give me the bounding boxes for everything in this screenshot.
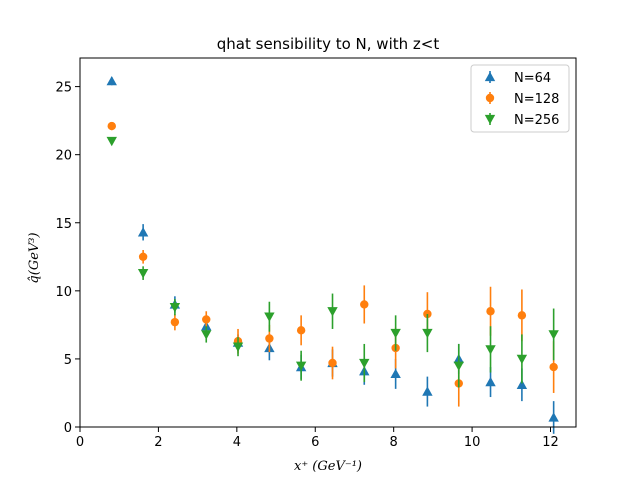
data-point (516, 379, 528, 389)
data-point (296, 326, 306, 335)
plot-frame (79, 57, 577, 428)
x-axis: 0 2 4 6 8 10 12 (76, 427, 559, 450)
legend-label: N=64 (514, 71, 551, 86)
data-point (548, 412, 559, 422)
y-tick-label: 10 (55, 285, 72, 300)
data-point (485, 376, 496, 387)
data-point (137, 268, 149, 279)
data-point (453, 361, 464, 371)
data-point (390, 368, 401, 379)
data-point (264, 312, 275, 322)
data-point (106, 136, 117, 147)
data-point (549, 362, 558, 372)
plot-area (106, 75, 559, 434)
x-axis-label: x⁺ (GeV⁻¹) (294, 459, 362, 474)
data-point (232, 342, 244, 352)
data-point (422, 386, 433, 396)
data-point (486, 307, 495, 316)
data-point (327, 307, 338, 317)
x-tick-label: 0 (76, 435, 84, 450)
data-point (328, 358, 337, 368)
series-n-256 (106, 136, 559, 388)
legend: N=64 N=128 N=256 (470, 64, 570, 133)
x-tick-label: 2 (154, 435, 162, 450)
data-point (107, 121, 116, 131)
data-point (516, 354, 528, 365)
chart-title: qhat sensibility to N, with z<t (217, 35, 440, 53)
data-point (360, 300, 369, 309)
legend-label: N=256 (514, 113, 559, 128)
y-tick-label: 25 (55, 81, 72, 96)
data-point (517, 311, 527, 320)
x-tick-label: 12 (542, 435, 559, 450)
data-point (137, 227, 149, 237)
legend-marker (484, 71, 496, 82)
data-point (106, 75, 117, 86)
y-axis: 0 5 10 15 20 25 (55, 81, 80, 436)
data-point (359, 358, 370, 369)
y-axis-label: q̂(GeV³) (27, 232, 42, 283)
x-tick-label: 8 (390, 435, 398, 450)
data-point (422, 328, 433, 339)
x-tick-label: 4 (233, 435, 241, 450)
data-point (170, 317, 180, 327)
legend-box (470, 64, 570, 133)
x-tick-label: 6 (311, 435, 319, 450)
y-tick-label: 20 (55, 149, 72, 164)
data-point (485, 345, 496, 355)
y-tick-label: 5 (64, 353, 72, 368)
data-point (295, 361, 307, 371)
legend-marker (485, 93, 495, 103)
data-point (390, 328, 401, 339)
data-point (202, 315, 211, 324)
data-point (201, 330, 212, 340)
x-tick-label: 10 (464, 435, 481, 450)
data-point (548, 330, 559, 340)
data-point (138, 252, 148, 261)
legend-label: N=128 (514, 92, 559, 107)
legend-marker (484, 114, 496, 125)
y-tick-label: 0 (64, 421, 72, 436)
y-tick-label: 15 (55, 217, 72, 232)
data-point (265, 334, 274, 343)
data-point (169, 303, 181, 313)
